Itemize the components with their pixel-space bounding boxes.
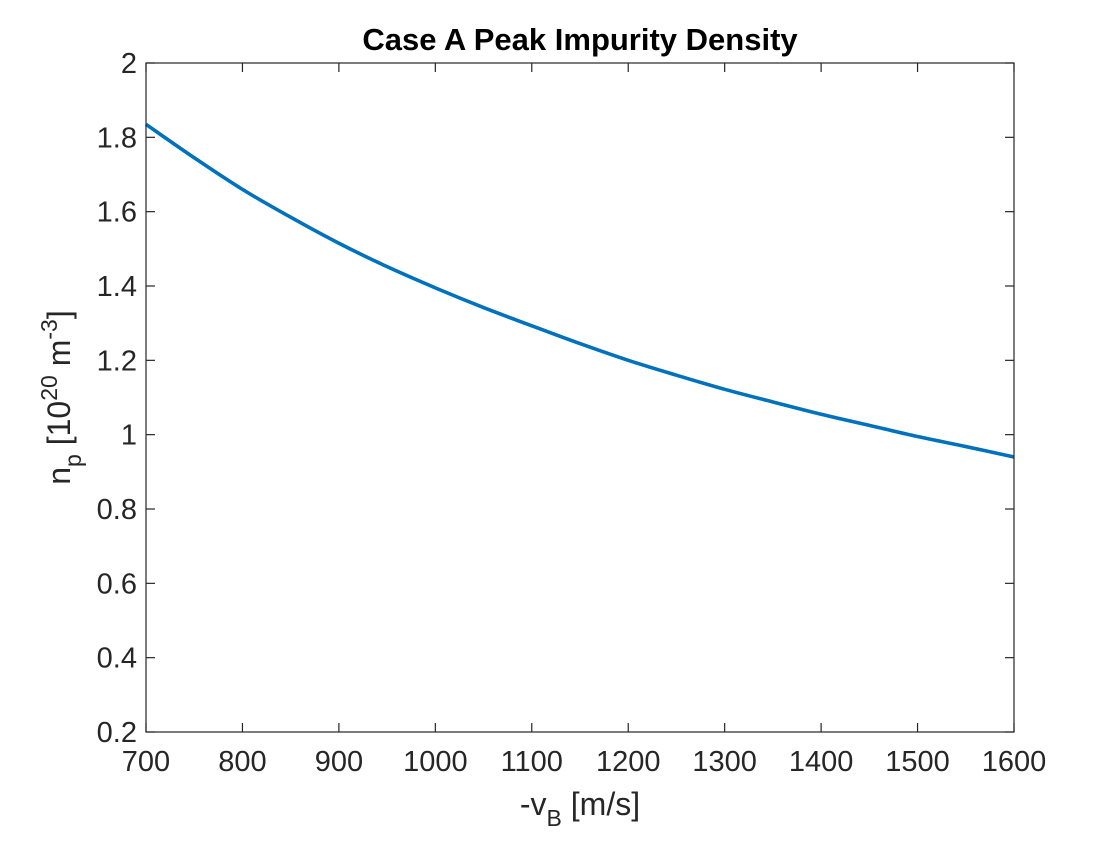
- x-tick-label: 1600: [982, 746, 1047, 778]
- x-tick-label: 800: [218, 746, 266, 778]
- x-axis-label-units: [m/s]: [562, 786, 640, 822]
- y-tick-label: 0.8: [97, 494, 137, 526]
- y-tick-label: 1.4: [97, 271, 137, 303]
- x-axis-label-subscript: B: [547, 805, 562, 831]
- x-tick-label: 1300: [692, 746, 757, 778]
- x-axis-label-main: -v: [520, 786, 547, 822]
- y-axis-label: np [1020 m-3]: [36, 310, 86, 484]
- y-axis-label-units-prefix: [10: [41, 401, 77, 454]
- y-tick-label: 1.8: [97, 122, 137, 154]
- series-layer: [144, 122, 1015, 459]
- y-axis-label-units-suffix: ]: [41, 310, 77, 319]
- y-tick-label: 1: [121, 420, 137, 452]
- y-tick-label: 2: [121, 48, 137, 80]
- x-tick-label: 1000: [403, 746, 468, 778]
- y-tick-labels: 0.2 0.4 0.6 0.8 1 1.2 1.4 1.6 1.8 2: [97, 48, 137, 749]
- y-axis-label-subscript: p: [60, 454, 86, 467]
- chart-title: Case A Peak Impurity Density: [362, 22, 798, 57]
- y-tick-label: 0.2: [97, 717, 137, 749]
- x-tick-labels: 700 800 900 1000 1100 1200 1300 1400 1500 1600: [122, 746, 1046, 778]
- y-axis-label-units-mid: m: [41, 340, 77, 376]
- y-axis-label-exponent: 20: [36, 375, 62, 401]
- y-tick-label: 1.2: [97, 345, 137, 377]
- plot-area: [146, 63, 1014, 732]
- y-tick-label: 0.6: [97, 568, 137, 600]
- x-tick-label: 1200: [596, 746, 661, 778]
- x-tick-label: 1100: [501, 746, 563, 778]
- x-axis-label: -vB [m/s]: [520, 786, 640, 831]
- series-line: [144, 122, 1015, 459]
- x-tick-label: 700: [122, 746, 170, 778]
- x-tick-label: 900: [315, 746, 363, 778]
- y-axis-label-main: n: [41, 467, 77, 485]
- y-tick-label: 1.6: [97, 197, 137, 229]
- x-tick-label: 1400: [789, 746, 854, 778]
- x-tick-label: 1500: [885, 746, 950, 778]
- axes-background: [146, 63, 1014, 732]
- y-tick-label: 0.4: [97, 643, 137, 675]
- y-axis-label-units-exponent: -3: [36, 319, 62, 339]
- axes-box: [145, 62, 1015, 733]
